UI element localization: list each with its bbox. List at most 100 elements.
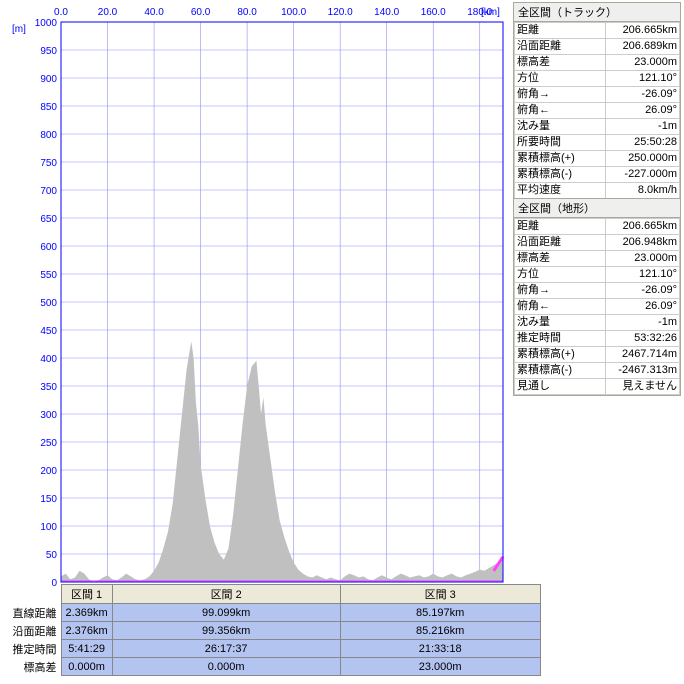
kv-label: 推定時間 bbox=[515, 331, 606, 347]
svg-text:[km]: [km] bbox=[481, 7, 500, 18]
section-cell: 85.197km bbox=[340, 604, 540, 622]
section-header: 区間 3 bbox=[340, 585, 540, 604]
kv-label: 距離 bbox=[515, 219, 606, 235]
section-cell: 0.000m bbox=[112, 658, 340, 676]
svg-text:50: 50 bbox=[46, 550, 58, 561]
kv-label: 累積標高(-) bbox=[515, 167, 606, 183]
kv-value: -2467.313m bbox=[605, 363, 679, 379]
section-cell: 23.000m bbox=[340, 658, 540, 676]
kv-value: -26.09° bbox=[605, 87, 679, 103]
kv-value: 206.689km bbox=[605, 39, 679, 55]
svg-text:850: 850 bbox=[40, 102, 57, 113]
svg-text:20.0: 20.0 bbox=[98, 7, 118, 18]
svg-text:[m]: [m] bbox=[12, 24, 26, 35]
terrain-table: 距離206.665km沿面距離206.948km標高差23.000m方位121.… bbox=[514, 218, 680, 395]
svg-text:450: 450 bbox=[40, 326, 57, 337]
svg-text:0.0: 0.0 bbox=[54, 7, 68, 18]
kv-value: 25:50:28 bbox=[605, 135, 679, 151]
section-cell: 21:33:18 bbox=[340, 640, 540, 658]
section-row-label: 標高差 bbox=[0, 658, 61, 676]
terrain-panel: 全区間（地形） 距離206.665km沿面距離206.948km標高差23.00… bbox=[513, 198, 681, 396]
svg-text:60.0: 60.0 bbox=[191, 7, 211, 18]
track-panel: 全区間（トラック） 距離206.665km沿面距離206.689km標高差23.… bbox=[513, 2, 681, 200]
kv-label: 俯角→ bbox=[515, 87, 606, 103]
svg-text:40.0: 40.0 bbox=[144, 7, 164, 18]
section-cell: 2.369km bbox=[61, 604, 112, 622]
svg-text:100: 100 bbox=[40, 522, 57, 533]
kv-value: 8.0km/h bbox=[605, 183, 679, 199]
kv-label: 方位 bbox=[515, 71, 606, 87]
kv-value: -1m bbox=[605, 315, 679, 331]
svg-text:140.0: 140.0 bbox=[374, 7, 399, 18]
track-table: 距離206.665km沿面距離206.689km標高差23.000m方位121.… bbox=[514, 22, 680, 199]
kv-label: 沈み量 bbox=[515, 119, 606, 135]
section-header: 区間 2 bbox=[112, 585, 340, 604]
kv-label: 俯角← bbox=[515, 299, 606, 315]
svg-text:500: 500 bbox=[40, 298, 57, 309]
kv-label: 見通し bbox=[515, 379, 606, 395]
section-row-label: 推定時間 bbox=[0, 640, 61, 658]
svg-text:700: 700 bbox=[40, 186, 57, 197]
svg-text:650: 650 bbox=[40, 214, 57, 225]
kv-label: 沿面距離 bbox=[515, 235, 606, 251]
svg-text:350: 350 bbox=[40, 382, 57, 393]
kv-value: 121.10° bbox=[605, 267, 679, 283]
kv-label: 沿面距離 bbox=[515, 39, 606, 55]
kv-value: -1m bbox=[605, 119, 679, 135]
section-cell: 85.216km bbox=[340, 622, 540, 640]
kv-label: 距離 bbox=[515, 23, 606, 39]
kv-value: 見えません bbox=[605, 379, 679, 395]
svg-text:300: 300 bbox=[40, 410, 57, 421]
section-cell: 26:17:37 bbox=[112, 640, 340, 658]
kv-label: 所要時間 bbox=[515, 135, 606, 151]
section-cell: 99.099km bbox=[112, 604, 340, 622]
section-cell: 2.376km bbox=[61, 622, 112, 640]
kv-value: 26.09° bbox=[605, 299, 679, 315]
svg-text:600: 600 bbox=[40, 242, 57, 253]
track-panel-title: 全区間（トラック） bbox=[514, 3, 680, 22]
kv-label: 沈み量 bbox=[515, 315, 606, 331]
svg-text:950: 950 bbox=[40, 46, 57, 57]
section-cell: 99.356km bbox=[112, 622, 340, 640]
kv-value: 26.09° bbox=[605, 103, 679, 119]
kv-label: 平均速度 bbox=[515, 183, 606, 199]
svg-text:800: 800 bbox=[40, 130, 57, 141]
kv-label: 俯角→ bbox=[515, 283, 606, 299]
kv-value: -26.09° bbox=[605, 283, 679, 299]
section-cell: 5:41:29 bbox=[61, 640, 112, 658]
kv-value: 206.665km bbox=[605, 23, 679, 39]
kv-label: 累積標高(+) bbox=[515, 151, 606, 167]
kv-value: 121.10° bbox=[605, 71, 679, 87]
svg-text:120.0: 120.0 bbox=[328, 7, 353, 18]
kv-value: 206.948km bbox=[605, 235, 679, 251]
svg-text:750: 750 bbox=[40, 158, 57, 169]
section-row-label: 直線距離 bbox=[0, 604, 61, 622]
section-table: 区間 1区間 2区間 3直線距離2.369km99.099km85.197km沿… bbox=[0, 584, 541, 676]
svg-text:250: 250 bbox=[40, 438, 57, 449]
elevation-chart: 0501001502002503003504004505005506006507… bbox=[0, 0, 510, 684]
svg-text:150: 150 bbox=[40, 494, 57, 505]
svg-text:1000: 1000 bbox=[35, 18, 58, 29]
kv-label: 累積標高(+) bbox=[515, 347, 606, 363]
svg-text:200: 200 bbox=[40, 466, 57, 477]
kv-value: 23.000m bbox=[605, 251, 679, 267]
kv-label: 累積標高(-) bbox=[515, 363, 606, 379]
kv-value: 250.000m bbox=[605, 151, 679, 167]
section-cell: 0.000m bbox=[61, 658, 112, 676]
kv-value: 206.665km bbox=[605, 219, 679, 235]
svg-text:100.0: 100.0 bbox=[281, 7, 306, 18]
terrain-panel-title: 全区間（地形） bbox=[514, 199, 680, 218]
svg-text:160.0: 160.0 bbox=[421, 7, 446, 18]
kv-value: 23.000m bbox=[605, 55, 679, 71]
section-row-label: 沿面距離 bbox=[0, 622, 61, 640]
kv-label: 俯角← bbox=[515, 103, 606, 119]
kv-label: 標高差 bbox=[515, 55, 606, 71]
svg-text:550: 550 bbox=[40, 270, 57, 281]
kv-value: 2467.714m bbox=[605, 347, 679, 363]
svg-text:80.0: 80.0 bbox=[237, 7, 257, 18]
kv-label: 標高差 bbox=[515, 251, 606, 267]
svg-text:400: 400 bbox=[40, 354, 57, 365]
kv-value: 53:32:26 bbox=[605, 331, 679, 347]
kv-value: -227.000m bbox=[605, 167, 679, 183]
svg-text:900: 900 bbox=[40, 74, 57, 85]
